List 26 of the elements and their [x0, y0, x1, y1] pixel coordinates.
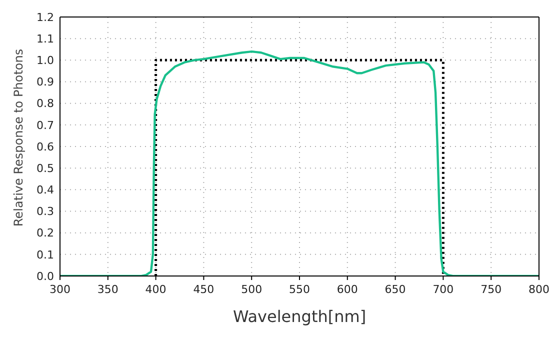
- y-tick-label: 0.0: [36, 270, 54, 283]
- x-tick-label: 400: [145, 282, 166, 296]
- x-tick-label: 800: [528, 282, 550, 296]
- y-tick-label: 0.2: [36, 226, 54, 240]
- y-tick-label: 0.1: [36, 248, 54, 262]
- x-tick-label: 550: [289, 282, 310, 296]
- y-tick-label: 0.4: [36, 184, 54, 197]
- y-tick-label: 0.8: [36, 97, 54, 110]
- x-tick-label: 600: [336, 282, 358, 296]
- y-tick-label: 0.7: [36, 118, 54, 132]
- x-tick-label: 650: [384, 282, 406, 296]
- x-axis-title: Wavelength[nm]: [232, 307, 366, 326]
- x-tick-label: 300: [50, 282, 70, 296]
- y-tick-label: 1.0: [36, 54, 54, 68]
- y-axis-title: Relative Response to Photons: [11, 48, 26, 226]
- x-tick-label: 450: [193, 282, 214, 296]
- x-tick-label: 700: [432, 282, 454, 296]
- y-tick-label: 0.5: [36, 162, 54, 175]
- y-tick-label: 1.2: [36, 10, 54, 24]
- y-tick-label: 0.9: [36, 76, 54, 89]
- x-tick-label: 500: [241, 282, 262, 296]
- x-tick-label: 350: [97, 282, 118, 296]
- y-tick-label: 1.1: [36, 32, 54, 46]
- x-tick-label: 750: [480, 282, 502, 296]
- y-tick-label: 0.3: [36, 205, 54, 218]
- y-tick-label: 0.6: [36, 140, 54, 154]
